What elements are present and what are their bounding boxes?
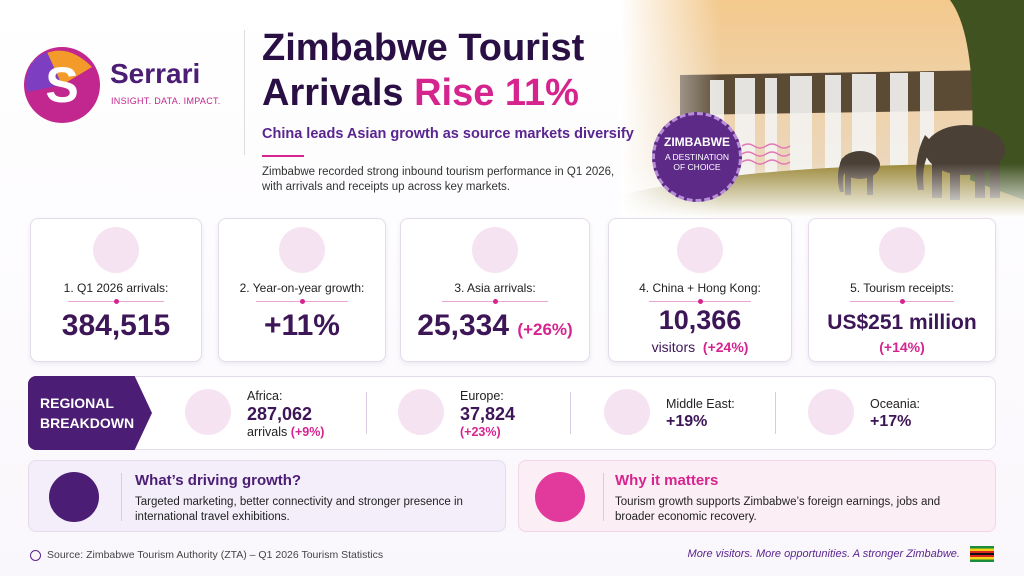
card-value: 25,334 (+26%): [401, 309, 589, 343]
title-text: Arrivals: [262, 72, 404, 114]
separator: [255, 299, 349, 304]
change: (+24%): [702, 339, 749, 355]
map-icon: [808, 389, 854, 435]
stamp-text: A DESTINATION OF CHOICE: [664, 152, 730, 172]
stat-card: 4. China + Hong Kong: 10,366 visitors (+…: [608, 218, 792, 362]
panel-title: What’s driving growth?: [135, 472, 302, 489]
card-label: 1. Q1 2026 arrivals:: [63, 281, 169, 295]
panel: What’s driving growth? Targeted marketin…: [28, 460, 506, 532]
source: Source: Zimbabwe Tourism Authority (ZTA)…: [47, 549, 384, 561]
divider: [570, 392, 571, 434]
region-value: +17%: [870, 413, 912, 430]
panel-text: Targeted marketing, better connectivity …: [135, 496, 463, 523]
divider: [775, 392, 776, 434]
waterfall-photo: [620, 0, 1024, 218]
title-line: Arrivals Rise 11%: [262, 71, 584, 116]
svg-text:S: S: [45, 57, 78, 113]
card-value: 384,515: [61, 309, 171, 342]
map-icon: [604, 389, 650, 435]
region-name: Middle East:: [666, 397, 735, 411]
title-line: Zimbabwe Tourist: [262, 27, 585, 69]
intro: Zimbabwe recorded strong inbound tourism…: [262, 166, 615, 193]
panel-text: Tourism growth supports Zimbabwe’s forei…: [615, 496, 941, 523]
stat-card: 5. Tourism receipts: US$251 million (+14…: [808, 218, 996, 362]
accent-line: [262, 155, 304, 157]
region-value: 287,062: [247, 404, 313, 424]
icon: [279, 227, 325, 273]
icon: [93, 227, 139, 273]
change: (+14%): [879, 339, 925, 355]
icon: [879, 227, 925, 273]
divider: [121, 473, 122, 521]
icon: [535, 472, 585, 522]
icon: [49, 472, 99, 522]
change: (+23%): [460, 425, 501, 439]
card-value: US$251 million: [827, 311, 977, 334]
footer-tagline: More visitors. More opportunities. A str…: [687, 548, 960, 560]
card-label: 4. China + Hong Kong:: [639, 281, 761, 295]
stamp-lines: [742, 143, 791, 165]
region-text: Europe: 37,824 (+23%): [460, 388, 515, 440]
region-value: +19%: [666, 413, 708, 430]
card-value: 10,366: [658, 305, 742, 335]
title: Zimbabwe Tourist Arrivals Rise 11%: [262, 26, 584, 116]
flag: [970, 546, 994, 562]
region-name: Oceania:: [870, 397, 921, 411]
logo-tagline: INSIGHT. DATA. IMPACT.: [111, 96, 221, 106]
change: (+26%): [517, 320, 573, 339]
card-value: +11%: [264, 309, 340, 342]
title-highlight: Rise 11%: [414, 72, 579, 114]
region-name: Africa:: [247, 389, 283, 403]
divider: [603, 473, 604, 521]
regional-title: REGIONAL BREAKDOWN: [28, 376, 152, 450]
divider: [366, 392, 367, 434]
stamp-title: ZIMBABWE: [664, 135, 730, 149]
map-icon: [398, 389, 444, 435]
panel-title: Why it matters: [615, 472, 719, 489]
region-name: Europe:: [460, 389, 504, 403]
stamp: ZIMBABWE A DESTINATION OF CHOICE: [652, 112, 742, 202]
panel: Why it matters Tourism growth supports Z…: [518, 460, 996, 532]
region-text: Middle East: +19%: [666, 396, 735, 432]
icon: [677, 227, 723, 273]
separator: [849, 299, 955, 304]
region-value: 37,824: [460, 404, 516, 424]
card-label: 3. Asia arrivals:: [454, 281, 536, 295]
globe-icon: [30, 550, 41, 561]
separator: [68, 299, 164, 304]
stat-card: 3. Asia arrivals: 25,334 (+26%): [400, 218, 590, 362]
card-sub: visitors (+24%): [609, 339, 791, 355]
divider: [244, 30, 245, 155]
card-label: 5. Tourism receipts:: [850, 281, 954, 295]
region-text: Africa: 287,062 arrivals (+9%): [247, 388, 324, 440]
unit: visitors: [651, 339, 696, 355]
icon: [472, 227, 518, 273]
card-label: 2. Year-on-year growth:: [239, 281, 365, 295]
separator: [442, 299, 548, 304]
value: 25,334: [417, 309, 510, 342]
map-icon: [185, 389, 231, 435]
unit: arrivals: [247, 425, 288, 439]
subtitle: China leads Asian growth as source marke…: [262, 126, 634, 142]
logo-name: Serrari: [110, 58, 201, 89]
change: (+9%): [290, 425, 325, 439]
logo-mark: S: [24, 47, 100, 123]
stat-card: 2. Year-on-year growth: +11%: [218, 218, 386, 362]
separator: [649, 299, 751, 304]
region-text: Oceania: +17%: [870, 396, 920, 432]
stat-card: 1. Q1 2026 arrivals: 384,515: [30, 218, 202, 362]
